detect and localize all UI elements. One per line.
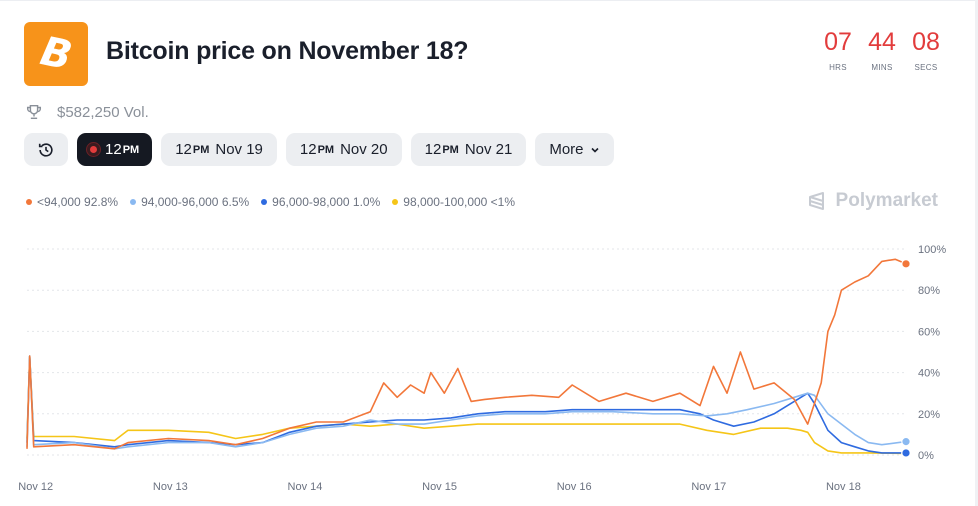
x-tick-label: Nov 15 (422, 481, 457, 493)
tab-hour: 12 (299, 141, 317, 158)
tab-nov-21[interactable]: 12 PM Nov 21 (410, 133, 527, 166)
y-axis: 100% 80% 60% 40% 20% 0% (918, 244, 946, 462)
market-title: Bitcoin price on November 18? (106, 37, 469, 65)
x-tick-label: Nov 14 (288, 481, 323, 493)
tab-suffix: PM (122, 143, 140, 156)
series-line (26, 355, 906, 454)
countdown-seconds: 08 SECS (910, 28, 942, 73)
x-tick-label: Nov 13 (153, 481, 188, 493)
legend-label: 98,000-100,000 <1% (403, 195, 516, 209)
countdown-seconds-label: SECS (914, 63, 938, 72)
legend-item: <94,000 92.8% (26, 195, 118, 209)
tab-nov-19[interactable]: 12 PM Nov 19 (161, 133, 277, 166)
countdown-hours-label: HRS (829, 63, 847, 72)
chart-grid (27, 248, 906, 456)
y-tick-label: 60% (918, 326, 940, 338)
tab-nov-20[interactable]: 12 PM Nov 20 (285, 133, 402, 166)
series-line (26, 355, 907, 455)
legend-dot (26, 199, 32, 205)
legend-label: 96,000-98,000 1.0% (272, 195, 381, 209)
y-tick-label: 20% (918, 409, 940, 421)
countdown-hours-value: 07 (824, 28, 852, 56)
price-chart[interactable]: 100%80%60%40%20%0% Nov 12 Nov 13 Nov 14 Nov… (0, 225, 975, 500)
polymarket-logo-icon (808, 192, 824, 210)
countdown-minutes-label: MINS (871, 63, 893, 72)
bitcoin-logo: B (24, 22, 88, 86)
scrollbar-track[interactable] (975, 0, 978, 506)
history-button[interactable] (24, 133, 68, 166)
x-axis: Nov 12 Nov 13 Nov 14 Nov 15 Nov 16 Nov 17 Nov … (18, 481, 861, 493)
tab-hour: 12 (175, 141, 192, 158)
tab-hour: 12 (424, 141, 442, 158)
tab-day: Nov 21 (464, 141, 513, 158)
series-end-dot (901, 259, 911, 269)
legend-label: 94,000-96,000 6.5% (141, 195, 250, 209)
trophy-icon (26, 104, 42, 120)
countdown-minutes-value: 44 (868, 28, 896, 56)
chart-series (26, 258, 907, 455)
more-label: More (549, 141, 584, 158)
y-tick-label: 0% (918, 450, 934, 462)
more-dropdown[interactable]: More (535, 133, 614, 166)
tab-12pm-live[interactable]: 12 PM (77, 133, 153, 166)
volume-row: $582,250 Vol. (25, 103, 149, 121)
countdown-seconds-value: 08 (912, 28, 940, 56)
tab-suffix: PM (442, 143, 459, 156)
clock-history-icon (38, 142, 53, 157)
series-line (26, 258, 907, 450)
x-tick-label: Nov 18 (826, 481, 861, 493)
x-tick-label: Nov 16 (557, 481, 592, 493)
x-tick-label: Nov 12 (18, 481, 53, 493)
series-end-dot (901, 436, 911, 447)
series-end-dot (901, 448, 911, 458)
y-tick-label: 80% (918, 285, 940, 297)
y-tick-label: 40% (918, 368, 940, 380)
legend-dot (261, 199, 268, 205)
live-dot-icon (87, 143, 100, 156)
top-divider (0, 0, 978, 1)
tab-hour: 12 (105, 141, 122, 158)
x-tick-label: Nov 17 (691, 481, 726, 493)
date-tabs: 12 PM 12 PM Nov 19 12 PM Nov 20 12 PM Nov 21 Mo… (24, 133, 614, 166)
chart-end-dots (901, 259, 911, 459)
chart-legend: <94,000 92.8% 94,000-96,000 6.5% 96,000-… (26, 195, 515, 209)
countdown-timer: 07 HRS 44 MINS 08 SECS (822, 28, 942, 73)
bitcoin-logo-glyph: B (36, 28, 76, 80)
legend-dot (130, 199, 137, 205)
tab-day: Nov 20 (340, 141, 388, 158)
tab-suffix: PM (317, 143, 335, 156)
volume-text: $582,250 Vol. (57, 103, 149, 121)
legend-dot (392, 199, 399, 205)
polymarket-watermark: Polymarket (806, 190, 938, 212)
legend-item: 94,000-96,000 6.5% (130, 195, 249, 209)
tab-day: Nov 19 (215, 141, 263, 158)
legend-label: <94,000 92.8% (37, 195, 119, 209)
chevron-down-icon (590, 147, 599, 153)
brand-name: Polymarket (835, 190, 938, 211)
y-tick-label: 100% (918, 244, 946, 256)
countdown-minutes: 44 MINS (866, 28, 898, 73)
countdown-hours: 07 HRS (822, 28, 854, 73)
legend-item: 96,000-98,000 1.0% (261, 195, 380, 209)
tab-suffix: PM (192, 143, 210, 156)
legend-item: 98,000-100,000 <1% (392, 195, 515, 209)
series-line (26, 355, 907, 450)
